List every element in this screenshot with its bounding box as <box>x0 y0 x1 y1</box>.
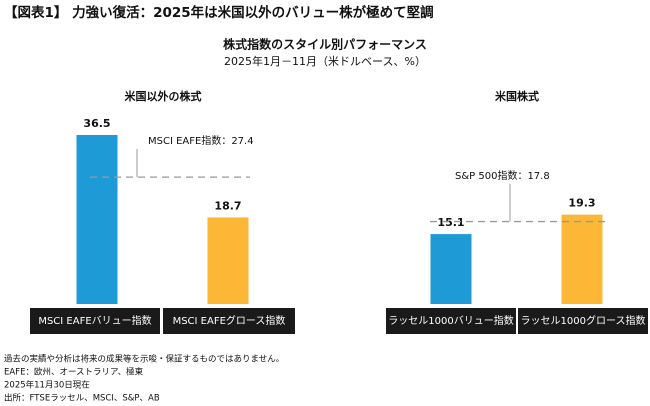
note: 過去の実績や分析は将来の成果等を示唆・保証するものではありません。 <box>4 354 284 365</box>
category-box <box>163 308 295 334</box>
reference-label: S&P 500指数：17.8 <box>455 169 550 182</box>
note: 2025年11月30日現在 <box>4 380 90 391</box>
bar <box>561 214 603 304</box>
bar <box>207 217 249 304</box>
header-title: 【図表1】 力強い復活：2025年は米国以外のバリュー株が極めて堅調 <box>4 4 434 21</box>
category-box <box>518 308 648 334</box>
chart-subtitle: 2025年1月－11月（米ドルベース、%） <box>224 54 426 68</box>
category-label: MSCI EAFEグロース指数 <box>173 314 286 327</box>
category-label: ラッセル1000グロース指数 <box>521 314 646 327</box>
category-label: MSCI EAFEバリュー指数 <box>38 314 151 327</box>
category-box <box>386 308 516 334</box>
note: 出所：FTSEラッセル、MSCI、S&P、AB <box>4 393 160 404</box>
note: EAFE：欧州、オーストラリア、極東 <box>4 367 144 378</box>
panel-title: 米国株式 <box>494 89 539 103</box>
reference-label: MSCI EAFE指数：27.4 <box>148 134 254 147</box>
value-label: 19.3 <box>568 197 595 210</box>
bar <box>430 234 472 304</box>
category-label: ラッセル1000バリュー指数 <box>388 314 513 327</box>
value-label: 15.1 <box>437 216 464 229</box>
category-box <box>30 308 160 334</box>
bar <box>76 135 118 304</box>
value-label: 18.7 <box>214 199 241 212</box>
chart-title: 株式指数のスタイル別パフォーマンス <box>223 37 427 52</box>
panel-title: 米国以外の株式 <box>124 89 202 103</box>
value-label: 36.5 <box>83 117 110 130</box>
